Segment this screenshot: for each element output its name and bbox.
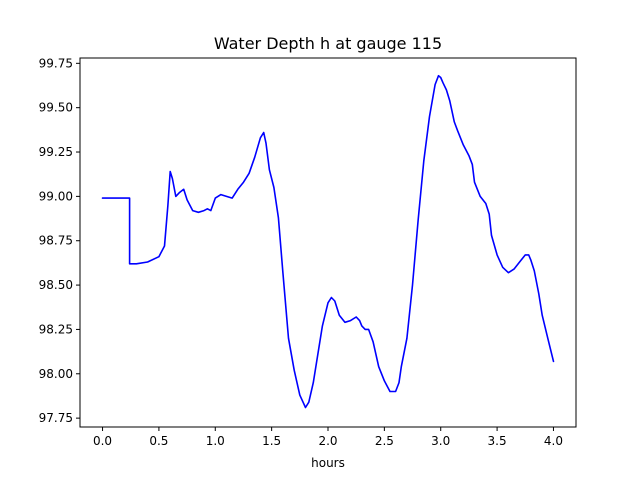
x-tick-label: 3.0 xyxy=(431,434,450,448)
y-tick-label: 99.50 xyxy=(39,101,73,115)
x-tick-label: 0.0 xyxy=(93,434,112,448)
y-tick-label: 98.00 xyxy=(39,367,73,381)
y-tick-label: 99.75 xyxy=(39,56,73,70)
y-tick-label: 98.75 xyxy=(39,234,73,248)
plot-area-frame xyxy=(79,57,577,428)
y-tick-label: 98.25 xyxy=(39,322,73,336)
y-tick-label: 97.75 xyxy=(39,411,73,425)
x-tick-label: 0.5 xyxy=(149,434,168,448)
y-axis: 97.75 98.00 98.25 98.50 98.75 99.00 99.25 99.50… xyxy=(39,56,80,425)
y-tick-label: 99.00 xyxy=(39,189,73,203)
series-line xyxy=(101,74,555,409)
x-axis-label: hours xyxy=(311,456,345,470)
x-tick-label: 3.5 xyxy=(488,434,507,448)
chart-title: Water Depth h at gauge 115 xyxy=(214,34,442,53)
y-tick-label: 98.50 xyxy=(39,278,73,292)
x-tick-label: 1.0 xyxy=(206,434,225,448)
x-tick-label: 2.5 xyxy=(375,434,394,448)
x-tick-label: 1.5 xyxy=(262,434,281,448)
x-axis: 0.0 0.5 1.0 1.5 2.0 2.5 3.0 3.5 4.0 xyxy=(93,427,563,448)
x-tick-label: 4.0 xyxy=(544,434,563,448)
x-tick-label: 2.0 xyxy=(318,434,337,448)
y-tick-label: 99.25 xyxy=(39,145,73,159)
